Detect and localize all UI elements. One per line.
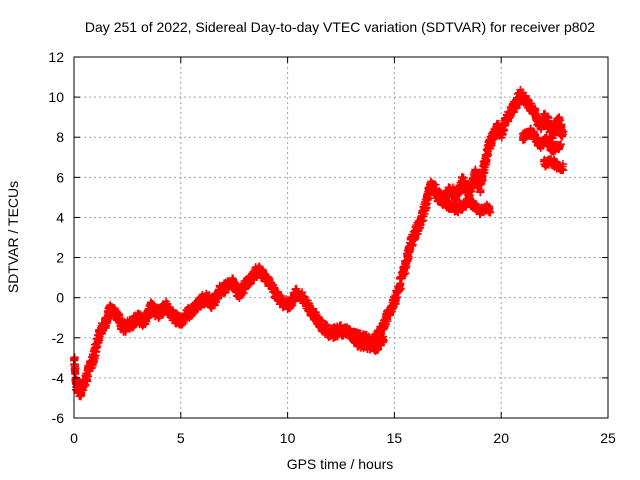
data-point [460, 176, 469, 185]
x-tick-label: 15 [387, 430, 403, 446]
y-tick-label: -6 [52, 410, 65, 426]
data-point [559, 166, 568, 175]
y-tick-label: 12 [48, 49, 64, 65]
y-tick-label: 4 [56, 209, 64, 225]
x-tick-label: 0 [70, 430, 78, 446]
x-tick-label: 5 [177, 430, 185, 446]
data-point [483, 149, 492, 158]
x-tick-label: 25 [600, 430, 616, 446]
y-tick-label: 8 [56, 129, 64, 145]
y-tick-label: 0 [56, 290, 64, 306]
data-point [379, 336, 388, 345]
data-point [556, 140, 565, 149]
x-axis-title: GPS time / hours [287, 456, 394, 472]
y-tick-label: 10 [48, 89, 64, 105]
y-tick-label: -2 [52, 330, 65, 346]
data-point [396, 279, 405, 288]
data-point [431, 180, 440, 189]
data-point [486, 208, 495, 217]
data-point [559, 127, 568, 136]
data-point [500, 121, 509, 130]
chart-title: Day 251 of 2022, Sidereal Day-to-day VTE… [85, 19, 595, 35]
y-tick-labels: -6 -4 -2 0 2 4 6 8 10 12 [48, 49, 64, 426]
data-point [408, 240, 417, 249]
y-tick-label: 2 [56, 250, 64, 266]
data-point [95, 336, 104, 345]
x-tick-labels: 0 5 10 15 20 25 [70, 430, 616, 446]
plot-frame [73, 56, 609, 419]
data-point [482, 155, 491, 164]
data-points [69, 85, 568, 401]
y-tick-label: -4 [52, 370, 65, 386]
y-tick-label: 6 [56, 169, 64, 185]
data-point [245, 280, 254, 289]
data-point [453, 196, 462, 205]
x-tick-label: 10 [280, 430, 296, 446]
y-axis-title: SDTVAR / TECUs [5, 181, 21, 293]
x-tick-label: 20 [493, 430, 509, 446]
axis-ticks [73, 56, 609, 419]
